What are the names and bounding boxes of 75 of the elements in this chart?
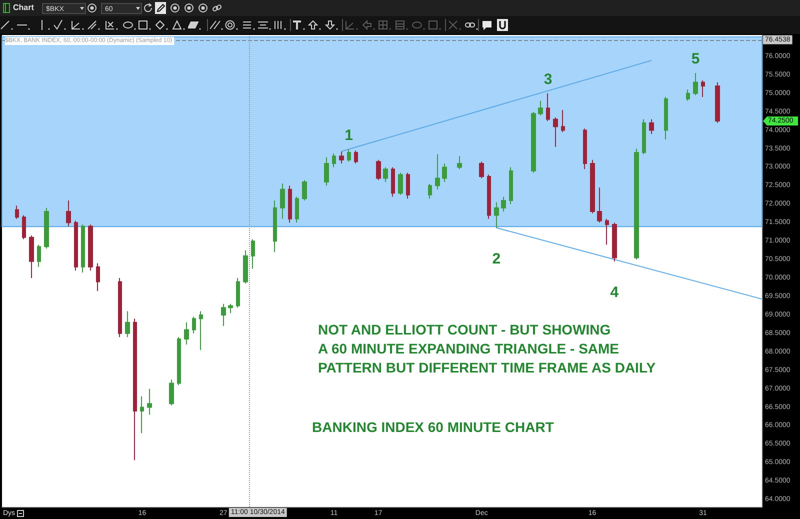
candlestick: [701, 80, 705, 98]
candlestick: [118, 278, 122, 338]
candlestick: [37, 244, 41, 268]
candlestick: [538, 100, 543, 116]
candlestick: [273, 200, 277, 253]
candlestick: [494, 202, 499, 228]
candlestick: [221, 303, 226, 327]
candlestick: [228, 303, 233, 314]
candlestick: [251, 238, 255, 270]
candlestick: [66, 200, 71, 227]
candlestick: [612, 222, 617, 262]
candlestick: [686, 89, 690, 102]
text: Chart: [13, 3, 34, 12]
candlestick: [546, 92, 550, 122]
candlestick: [479, 161, 484, 179]
candlestick: [590, 159, 595, 214]
candlestick: [332, 153, 336, 168]
candlestick: [531, 111, 536, 174]
candlestick: [147, 388, 152, 416]
candlestick: [88, 224, 93, 272]
candlestick: [15, 205, 19, 220]
candlestick: [435, 154, 440, 190]
candlestick: [406, 172, 410, 200]
annotation: 3: [544, 70, 552, 88]
candlestick: [398, 172, 403, 196]
annotation: 2: [492, 250, 501, 268]
candlestick: [693, 72, 698, 96]
candlestick: [347, 148, 351, 162]
candlestick: [177, 336, 181, 386]
candlestick: [199, 310, 203, 351]
candlestick: [125, 310, 130, 338]
candlestick: [391, 166, 395, 198]
candlestick: [597, 187, 602, 224]
candlestick: [288, 185, 292, 224]
candlestick: [487, 174, 491, 220]
candlestick: [339, 151, 344, 164]
annotation: 5: [691, 50, 700, 68]
candlestick: [649, 118, 654, 134]
candlestick: [509, 166, 513, 205]
candlestick: [428, 183, 432, 200]
candlestick: [169, 379, 174, 406]
candlestick: [295, 196, 299, 224]
candlestick: [457, 156, 462, 170]
candlestick: [664, 96, 668, 140]
candlestick: [354, 150, 358, 164]
candlestick: [376, 159, 381, 181]
candlestick: [133, 318, 137, 461]
candlestick: [192, 316, 196, 334]
candlestick: [383, 166, 388, 182]
candlestick: [442, 163, 447, 182]
candlestick: [96, 262, 100, 292]
candlestick: [715, 82, 720, 124]
candlestick: [302, 180, 307, 201]
candlestick: [44, 207, 49, 249]
candlestick: [243, 250, 248, 284]
candlestick: [81, 224, 85, 273]
candlestick: [184, 322, 189, 345]
text: BANKING INDEX 60 MINUTE CHART: [312, 419, 554, 435]
candlestick: [634, 148, 639, 260]
candlestick: [140, 396, 144, 434]
candlestick: [501, 196, 506, 212]
annotation: 4: [610, 284, 620, 301]
annotation: NOT AND ELLIOTT COUNT - BUT SHOWING A 60 MINUTE EXPANDING TRIANGLE - SAME PATTERN BUT DIFFERENT TIME FRAME AS DAILY: [318, 322, 656, 376]
candlestick: [605, 218, 609, 246]
candlestick: [236, 278, 240, 308]
candlestick: [553, 116, 558, 148]
candlestick: [22, 214, 26, 240]
candlestick: [642, 118, 646, 155]
candlestick: [74, 220, 78, 272]
candlestick: [29, 235, 34, 279]
candlestick: [280, 182, 285, 220]
annotation: 1: [344, 126, 353, 144]
candlestick: [324, 156, 329, 186]
candlestick: [561, 109, 565, 133]
candlestick: [583, 128, 587, 170]
